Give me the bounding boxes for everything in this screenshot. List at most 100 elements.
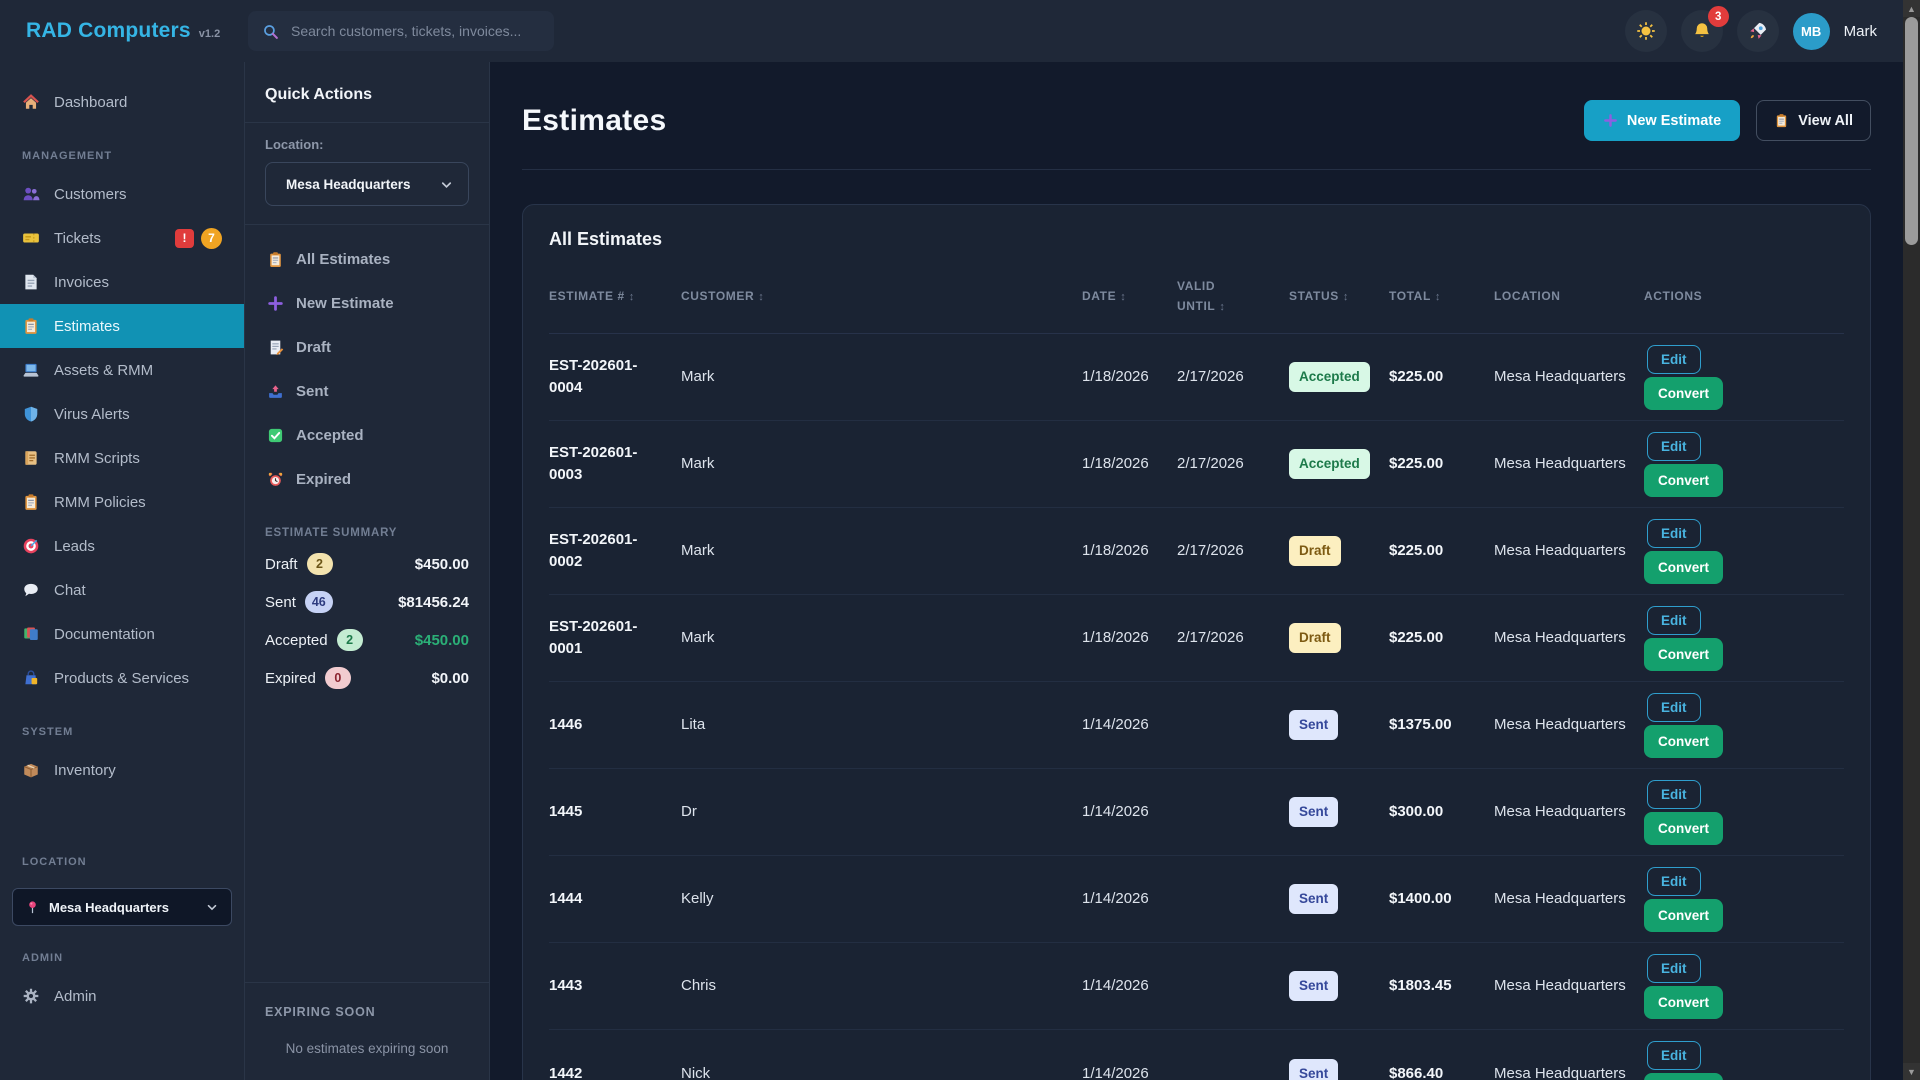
sidebar-location-value: Mesa Headquarters: [49, 900, 169, 915]
sidebar-item-icon: [22, 581, 40, 599]
summary-count-badge: 2: [337, 629, 363, 651]
launcher-button[interactable]: [1737, 10, 1779, 52]
edit-button[interactable]: Edit: [1647, 954, 1701, 983]
edit-button[interactable]: Edit: [1647, 693, 1701, 722]
sort-icon: ↕: [758, 291, 764, 303]
scrollbar-up-button[interactable]: ▲: [1903, 0, 1920, 17]
convert-button[interactable]: Convert: [1644, 725, 1723, 758]
sidebar-management-list: Customers Tickets !7 Invoices: [0, 172, 244, 700]
sidebar-item[interactable]: RMM Scripts: [0, 436, 244, 480]
sidebar-item[interactable]: Virus Alerts: [0, 392, 244, 436]
table-column-header[interactable]: STATUS↕: [1289, 286, 1389, 307]
cell-actions: Edit Convert: [1644, 954, 1844, 1019]
estimate-summary-title: ESTIMATE SUMMARY: [265, 527, 469, 539]
sidebar-item-label: Documentation: [54, 626, 155, 643]
status-badge: Sent: [1289, 1059, 1338, 1080]
convert-button[interactable]: Convert: [1644, 899, 1723, 932]
sidebar-item-icon: [22, 669, 40, 687]
cell-total: $300.00: [1389, 801, 1494, 823]
table-column-header[interactable]: CUSTOMER ↕: [681, 286, 1082, 307]
theme-toggle-button[interactable]: [1625, 10, 1667, 52]
estimate-summary-list: Draft 2 $450.00 Sent 46 $81456.24 Accept…: [245, 545, 489, 697]
sidebar-item[interactable]: Customers: [0, 172, 244, 216]
quick-actions-title: Quick Actions: [245, 62, 489, 122]
sidebar-location-select[interactable]: Mesa Headquarters: [12, 888, 232, 926]
scrollbar-thumb[interactable]: [1905, 17, 1918, 245]
cell-estimate-number: EST-202601-0001: [549, 616, 681, 660]
summary-label: Draft: [265, 556, 298, 573]
cell-status: Sent: [1289, 797, 1389, 827]
brand: RAD Computers v1.2: [26, 19, 248, 43]
search-input[interactable]: [291, 23, 540, 39]
summary-label: Accepted: [265, 632, 328, 649]
page-actions: New Estimate View All: [1584, 100, 1871, 141]
view-all-button[interactable]: View All: [1756, 100, 1871, 141]
sidebar-item-dashboard[interactable]: Dashboard: [0, 80, 244, 124]
quick-action-item[interactable]: Draft: [245, 325, 489, 369]
app-body: Dashboard MANAGEMENT Customers Tickets !…: [0, 62, 1903, 1080]
table-column-header[interactable]: LOCATION: [1494, 286, 1644, 307]
avatar[interactable]: MB: [1793, 13, 1830, 50]
convert-button[interactable]: Convert: [1644, 377, 1723, 410]
sidebar-item-label: Chat: [54, 582, 86, 599]
notifications-button[interactable]: 3: [1681, 10, 1723, 52]
quick-location-select[interactable]: Mesa Headquarters: [265, 162, 469, 206]
sort-icon: ↕: [629, 291, 635, 303]
sidebar-item[interactable]: Tickets !7: [0, 216, 244, 260]
sidebar-item-label: Invoices: [54, 274, 109, 291]
sidebar-item[interactable]: Chat: [0, 568, 244, 612]
sidebar-item-admin[interactable]: Admin: [0, 974, 244, 1018]
quick-action-item[interactable]: Accepted: [245, 413, 489, 457]
quick-action-item[interactable]: New Estimate: [245, 281, 489, 325]
global-search[interactable]: [248, 11, 554, 51]
edit-button[interactable]: Edit: [1647, 432, 1701, 461]
convert-button[interactable]: Convert: [1644, 986, 1723, 1019]
convert-button[interactable]: Convert: [1644, 638, 1723, 671]
quick-location-value: Mesa Headquarters: [286, 177, 411, 192]
table-column-header[interactable]: TOTAL↕: [1389, 286, 1494, 307]
new-estimate-button[interactable]: New Estimate: [1584, 100, 1740, 141]
edit-button[interactable]: Edit: [1647, 780, 1701, 809]
column-label: ACTIONS: [1644, 289, 1702, 303]
scrollbar[interactable]: ▲ ▼: [1903, 0, 1920, 1080]
cell-total: $225.00: [1389, 366, 1494, 388]
edit-button[interactable]: Edit: [1647, 606, 1701, 635]
sidebar-item[interactable]: Products & Services: [0, 656, 244, 700]
edit-button[interactable]: Edit: [1647, 1041, 1701, 1070]
edit-button[interactable]: Edit: [1647, 867, 1701, 896]
edit-button[interactable]: Edit: [1647, 519, 1701, 548]
convert-button[interactable]: Convert: [1644, 1073, 1723, 1080]
brand-name: RAD Computers: [26, 19, 191, 43]
quick-action-item[interactable]: Sent: [245, 369, 489, 413]
quick-action-item[interactable]: All Estimates: [245, 237, 489, 281]
status-badge: Draft: [1289, 623, 1341, 653]
cell-actions: Edit Convert: [1644, 345, 1844, 410]
table-column-header[interactable]: VALID UNTIL↕: [1177, 276, 1289, 317]
cell-date: 1/18/2026: [1082, 627, 1177, 649]
cell-location: Mesa Headquarters: [1494, 801, 1644, 823]
sidebar-item-inventory[interactable]: Inventory: [0, 748, 244, 792]
scrollbar-down-button[interactable]: ▼: [1903, 1063, 1920, 1080]
table-row: EST-202601-0003 Mark 1/18/2026 2/17/2026…: [549, 421, 1844, 508]
quick-action-item[interactable]: Expired: [245, 457, 489, 501]
cell-actions: Edit Convert: [1644, 780, 1844, 845]
sidebar-item[interactable]: Documentation: [0, 612, 244, 656]
sidebar-item[interactable]: Invoices: [0, 260, 244, 304]
column-label: CUSTOMER: [681, 289, 754, 303]
table-column-header[interactable]: ACTIONS: [1644, 286, 1844, 307]
sidebar-item[interactable]: Leads: [0, 524, 244, 568]
table-column-header[interactable]: ESTIMATE #↕: [549, 286, 681, 307]
convert-button[interactable]: Convert: [1644, 551, 1723, 584]
sidebar-item-icon: [22, 405, 40, 423]
edit-button[interactable]: Edit: [1647, 345, 1701, 374]
expiring-soon-title: EXPIRING SOON: [265, 1005, 469, 1019]
cell-customer: Chris: [681, 975, 1082, 997]
summary-row: Accepted 2 $450.00: [245, 621, 489, 659]
app-root: RAD Computers v1.2 3 MB Mark: [0, 0, 1903, 1080]
convert-button[interactable]: Convert: [1644, 812, 1723, 845]
sidebar-item[interactable]: Estimates: [0, 304, 244, 348]
convert-button[interactable]: Convert: [1644, 464, 1723, 497]
sidebar-item[interactable]: RMM Policies: [0, 480, 244, 524]
table-column-header[interactable]: DATE↕: [1082, 286, 1177, 307]
sidebar-item[interactable]: Assets & RMM: [0, 348, 244, 392]
